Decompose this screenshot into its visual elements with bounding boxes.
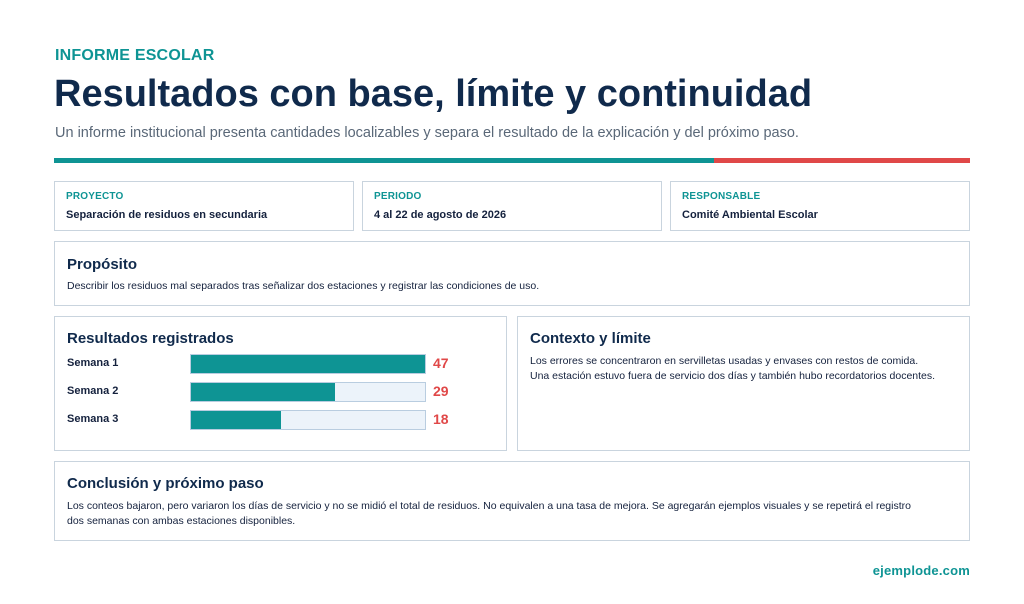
bar-fill (191, 383, 335, 401)
bar-category-label: Semana 3 (67, 413, 119, 425)
meta-label: PERIODO (374, 191, 422, 202)
bar-category-label: Semana 1 (67, 357, 119, 369)
context-line: Los errores se concentraron en servillet… (530, 355, 919, 367)
results-title: Resultados registrados (67, 330, 234, 347)
report-kicker: INFORME ESCOLAR (55, 47, 215, 64)
purpose-text: Describir los residuos mal separados tra… (67, 280, 540, 292)
meta-card-project: PROYECTO Separación de residuos en secun… (54, 181, 354, 231)
meta-value: 4 al 22 de agosto de 2026 (374, 209, 507, 221)
purpose-title: Propósito (67, 256, 137, 273)
bar-fill (191, 411, 281, 429)
context-title: Contexto y límite (530, 330, 651, 347)
bar-value-label: 18 (433, 411, 449, 427)
divider-teal-segment (54, 158, 714, 163)
bar-row: Semana 3 18 (67, 410, 467, 430)
results-section: Resultados registrados Semana 1 47 Semana … (54, 316, 507, 451)
bar-track (190, 410, 426, 430)
site-brand-link[interactable]: ejemplode.com (872, 563, 970, 578)
conclusion-title: Conclusión y próximo paso (67, 475, 264, 492)
meta-value: Separación de residuos en secundaria (66, 209, 268, 221)
bar-row: Semana 1 47 (67, 354, 467, 374)
bar-track (190, 382, 426, 402)
context-line: Una estación estuvo fuera de servicio do… (530, 370, 936, 382)
bar-row: Semana 2 29 (67, 382, 467, 402)
page-title: Resultados con base, límite y continuida… (54, 73, 813, 115)
conclusion-line: Los conteos bajaron, pero variaron los d… (67, 500, 911, 512)
meta-label: PROYECTO (66, 191, 124, 202)
conclusion-section: Conclusión y próximo paso Los conteos ba… (54, 461, 970, 541)
conclusion-text: Los conteos bajaron, pero variaron los d… (67, 499, 962, 529)
bar-value-label: 29 (433, 383, 449, 399)
header-divider (54, 158, 970, 163)
meta-label: RESPONSABLE (682, 191, 761, 202)
page-subtitle: Un informe institucional presenta cantid… (55, 125, 799, 141)
divider-red-segment (714, 158, 970, 163)
bar-fill (191, 355, 425, 373)
meta-card-responsible: RESPONSABLE Comité Ambiental Escolar (670, 181, 970, 231)
purpose-section: Propósito Describir los residuos mal sep… (54, 241, 970, 306)
bar-value-label: 47 (433, 355, 449, 371)
bar-category-label: Semana 2 (67, 385, 119, 397)
conclusion-line: dos semanas con ambas estaciones disponi… (67, 515, 296, 527)
context-text: Los errores se concentraron en servillet… (530, 354, 935, 384)
context-section: Contexto y límite Los errores se concent… (517, 316, 970, 451)
bar-track (190, 354, 426, 374)
meta-card-period: PERIODO 4 al 22 de agosto de 2026 (362, 181, 662, 231)
meta-value: Comité Ambiental Escolar (682, 209, 818, 221)
